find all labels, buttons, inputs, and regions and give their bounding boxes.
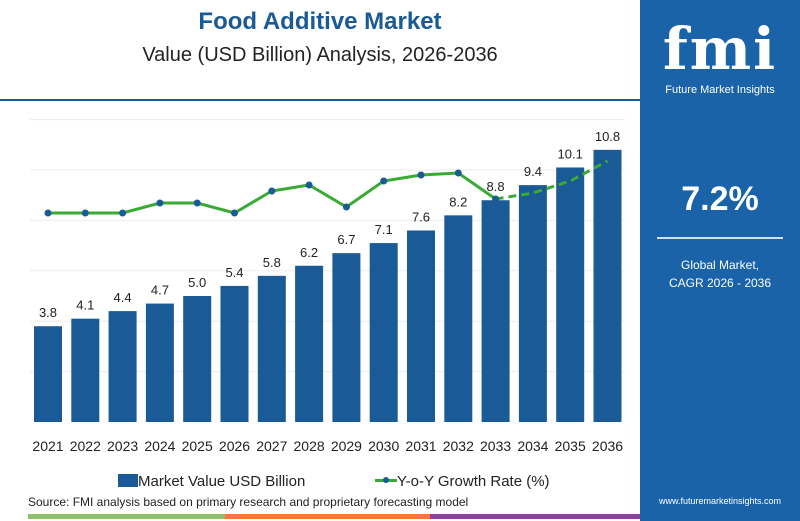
bar-2028 (295, 265, 324, 422)
legend-line-swatch (375, 474, 397, 487)
bar-2035 (556, 167, 585, 422)
x-tick-2025: 2025 (182, 438, 213, 454)
bar-label-2029: 6.7 (337, 232, 355, 247)
chart-area: 3.8 2021 4.1 2022 4.4 2023 4.7 2024 5.0 2025 5.4 20… (30, 119, 625, 454)
growth-point-2024 (156, 199, 164, 207)
cagr-label: Global Market, CAGR 2026 - 2036 (640, 256, 800, 292)
legend-bar-swatch (118, 474, 138, 487)
logo-text: fmi (662, 15, 778, 83)
x-tick-2035: 2035 (555, 438, 586, 454)
legend-bar: Market Value USD Billion (118, 473, 305, 490)
growth-point-2021 (44, 209, 52, 217)
side-panel (640, 0, 800, 521)
growth-point-2023 (119, 209, 127, 217)
panel-divider (657, 237, 783, 239)
x-tick-2021: 2021 (32, 438, 63, 454)
bar-2022 (71, 318, 100, 422)
x-tick-2036: 2036 (592, 438, 623, 454)
footer-strip-purple (430, 514, 640, 519)
website-url: www.futuremarketinsights.com (658, 496, 782, 506)
x-tick-2028: 2028 (294, 438, 325, 454)
header-divider (0, 99, 640, 101)
bar-2025 (183, 296, 212, 422)
bar-label-2025: 5.0 (188, 275, 206, 290)
bar-label-2032: 8.2 (449, 194, 467, 209)
bar-2021 (34, 326, 62, 422)
growth-point-2029 (342, 203, 350, 211)
x-tick-2029: 2029 (331, 438, 362, 454)
bar-2033 (481, 200, 510, 422)
bar-label-2022: 4.1 (76, 298, 94, 313)
chart-subtitle: Value (USD Billion) Analysis, 2026-2036 (142, 44, 498, 66)
footer-strip-orange (225, 514, 430, 519)
x-tick-2032: 2032 (443, 438, 474, 454)
growth-point-2031 (417, 171, 425, 179)
bar-label-2030: 7.1 (375, 222, 393, 237)
x-tick-2030: 2030 (368, 438, 399, 454)
footer-strip-green (28, 514, 225, 519)
bar-label-2028: 6.2 (300, 245, 318, 260)
growth-point-2022 (81, 209, 89, 217)
source-note: Source: FMI analysis based on primary re… (28, 495, 469, 509)
bar-label-2034: 9.4 (524, 164, 542, 179)
bar-label-2023: 4.4 (114, 290, 132, 305)
x-tick-2023: 2023 (107, 438, 138, 454)
growth-point-2027 (268, 187, 276, 195)
bar-2031 (407, 230, 435, 422)
bar-label-2036: 10.8 (595, 129, 620, 144)
legend-bar-label: Market Value USD Billion (138, 473, 306, 490)
bar-label-2021: 3.8 (39, 305, 57, 320)
bar-2024 (145, 303, 174, 422)
bar-2036 (593, 149, 622, 422)
x-tick-2022: 2022 (70, 438, 101, 454)
bar-2030 (369, 243, 398, 422)
bar-label-2024: 4.7 (151, 283, 169, 298)
cagr-label-line2: CAGR 2026 - 2036 (668, 276, 772, 290)
growth-point-2033 (492, 195, 500, 203)
growth-point-2030 (380, 177, 388, 185)
x-tick-2033: 2033 (480, 438, 511, 454)
bar-2029 (332, 253, 361, 422)
fmi-logo: fmi Future Market Insights (650, 8, 790, 108)
growth-point-2028 (305, 181, 313, 189)
bar-2027 (257, 275, 286, 422)
growth-point-2032 (454, 169, 462, 177)
chart-title: Food Additive Market (198, 8, 442, 35)
bar-label-2033: 8.8 (487, 179, 505, 194)
logo-tagline: Future Market Insights (665, 84, 775, 96)
bar-2034 (518, 185, 547, 422)
bar-2032 (444, 215, 473, 422)
bar-label-2035: 10.1 (558, 146, 583, 161)
cagr-value: 7.2% (681, 180, 759, 218)
cagr-label-line1: Global Market, (680, 258, 760, 272)
x-tick-2027: 2027 (256, 438, 287, 454)
x-tick-2024: 2024 (144, 438, 175, 454)
bar-label-2031: 7.6 (412, 209, 430, 224)
bar-label-2027: 5.8 (263, 255, 281, 270)
bar-2026 (220, 285, 249, 422)
growth-point-2026 (231, 209, 238, 217)
bar-label-2026: 5.4 (225, 265, 243, 280)
legend-line-label: Y-o-Y Growth Rate (%) (397, 473, 550, 490)
growth-line-dashed (495, 159, 609, 201)
x-tick-2031: 2031 (405, 438, 436, 454)
x-tick-2026: 2026 (219, 438, 250, 454)
x-tick-2034: 2034 (517, 438, 548, 454)
legend-line: Y-o-Y Growth Rate (%) (375, 473, 550, 490)
bar-2023 (108, 311, 137, 422)
growth-point-2025 (193, 199, 201, 207)
